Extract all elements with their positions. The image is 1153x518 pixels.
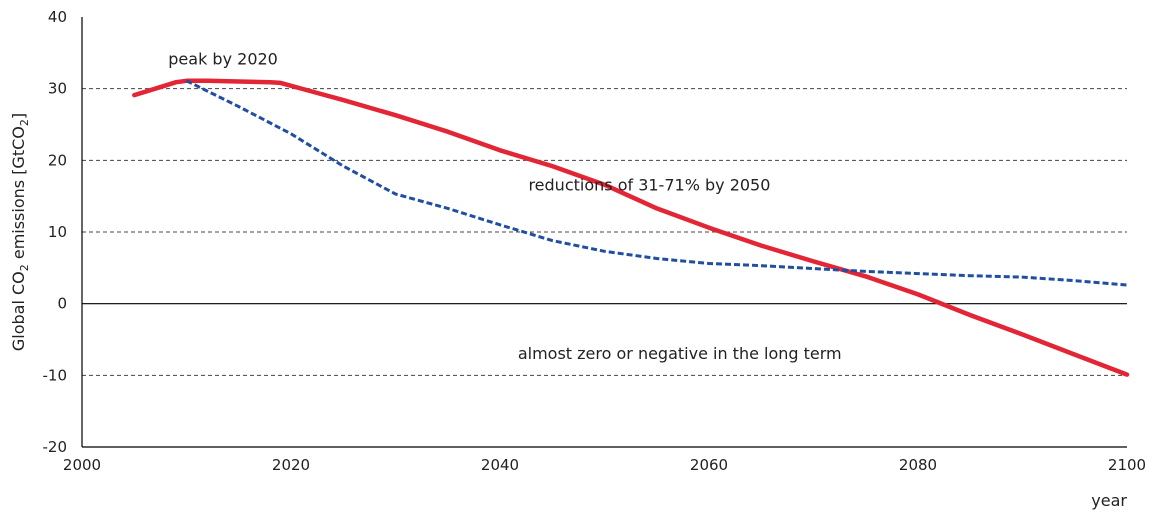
y-tick-label: -20 bbox=[43, 438, 68, 456]
y-tick-label: 40 bbox=[48, 8, 67, 26]
y-axis-title-middle: emissions [GtCO bbox=[9, 126, 28, 264]
x-tick-labels: 2000 2020 2040 2060 2080 2100 bbox=[63, 456, 1146, 474]
y-tick-label: 30 bbox=[48, 80, 67, 98]
y-tick-label: 20 bbox=[48, 151, 67, 169]
gridlines bbox=[82, 88, 1127, 376]
y-tick-label: -10 bbox=[43, 366, 68, 384]
x-tick-label: 2040 bbox=[481, 456, 519, 474]
x-tick-label: 2080 bbox=[899, 456, 937, 474]
axes bbox=[81, 17, 1127, 448]
x-tick-label: 2000 bbox=[63, 456, 101, 474]
dashed-series-line bbox=[185, 79, 1128, 287]
x-axis-title: year bbox=[1091, 491, 1127, 510]
y-axis-title-sub1: 2 bbox=[18, 264, 31, 271]
y-axis-title-sub2: 2 bbox=[18, 119, 31, 126]
x-tick-label: 2020 bbox=[272, 456, 310, 474]
y-tick-labels: -20 -10 0 10 20 30 40 bbox=[43, 8, 68, 456]
x-tick-label: 2100 bbox=[1108, 456, 1146, 474]
annotations: peak by 2020 reductions of 31-71% by 2050… bbox=[168, 50, 841, 364]
y-axis-title-suffix: ] bbox=[9, 113, 28, 119]
annotation: almost zero or negative in the long term bbox=[518, 344, 842, 363]
solid-series-line bbox=[132, 78, 1130, 377]
x-tick-label: 2060 bbox=[690, 456, 728, 474]
y-tick-label: 0 bbox=[57, 295, 67, 313]
annotation: peak by 2020 bbox=[168, 50, 278, 69]
y-axis-title-prefix: Global CO bbox=[9, 271, 28, 351]
annotation: reductions of 31-71% by 2050 bbox=[528, 176, 770, 195]
y-axis-title: Global CO2 emissions [GtCO2] bbox=[9, 113, 31, 351]
series-lines bbox=[132, 78, 1130, 377]
y-tick-label: 10 bbox=[48, 223, 67, 241]
